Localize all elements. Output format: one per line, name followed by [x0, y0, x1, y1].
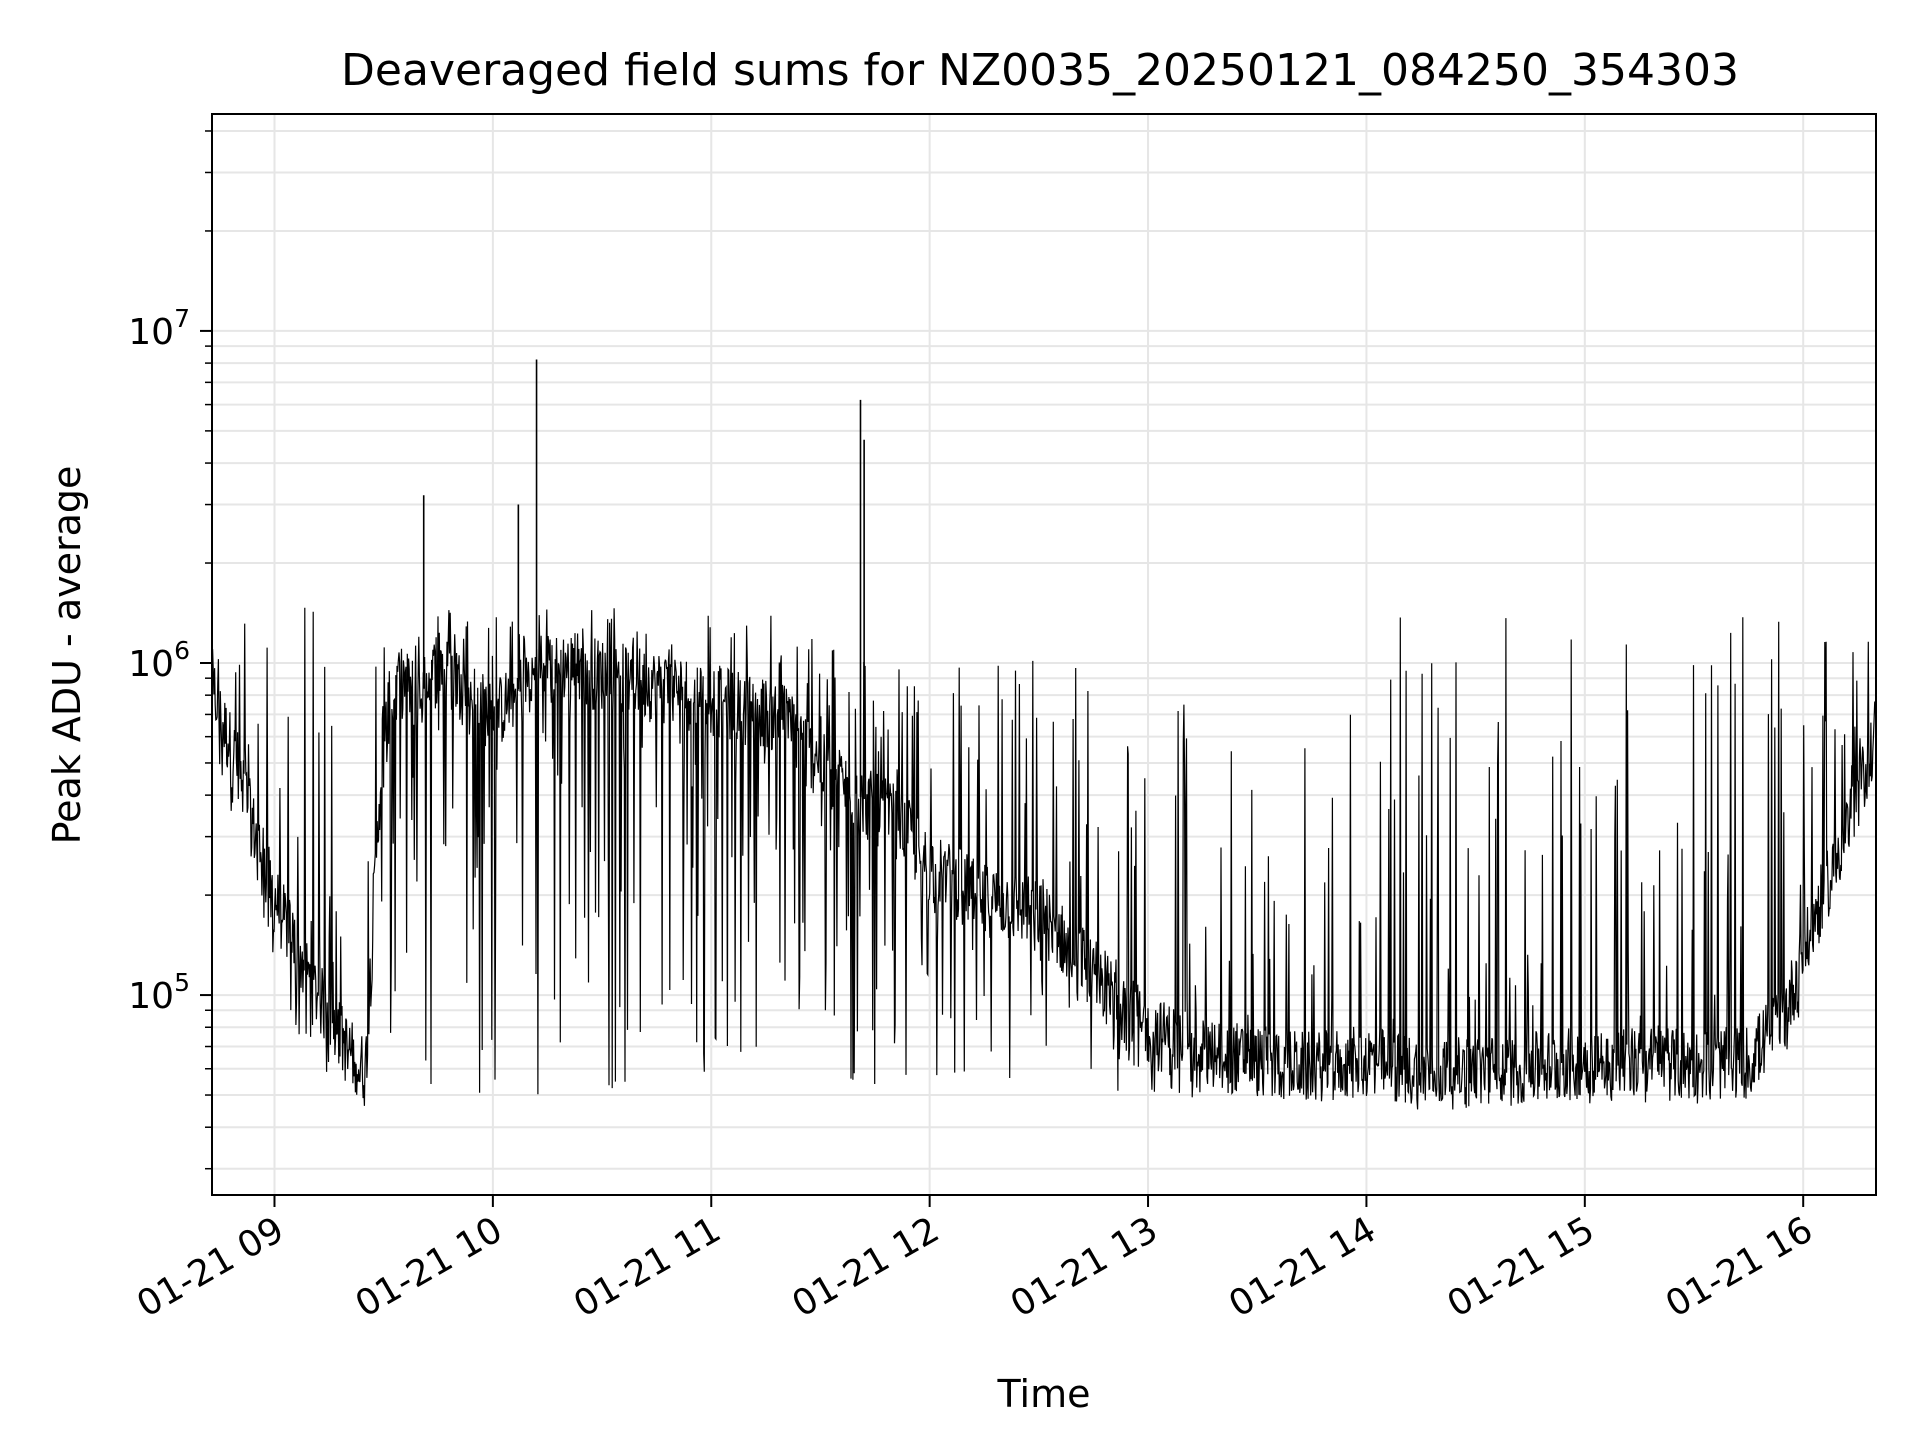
x-tick-label: 01-21 16	[1659, 1209, 1820, 1325]
x-tick-label: 01-21 10	[349, 1209, 510, 1325]
x-axis: 01-21 09 01-21 10 01-21 11 01-21 12 01-21 13…	[130, 1195, 1820, 1326]
x-tick-label: 01-21 11	[567, 1209, 728, 1325]
x-tick-label: 01-21 15	[1441, 1209, 1602, 1325]
y-tick-label: 107	[128, 304, 190, 353]
series-line	[211, 607, 1877, 1110]
x-tick-label: 01-21 13	[1004, 1209, 1165, 1325]
y-axis-label: Peak ADU - average	[45, 466, 89, 845]
x-tick-label: 01-21 09	[130, 1209, 291, 1325]
y-tick-label: 106	[128, 636, 190, 685]
y-axis: 105 106 107	[128, 130, 212, 1170]
x-tick-label: 01-21 12	[785, 1209, 946, 1325]
plot-frame	[211, 113, 1877, 1196]
chart-title: Deaveraged field sums for NZ0035_2025012…	[341, 45, 1739, 96]
series-layer	[211, 359, 1877, 1110]
x-tick-label: 01-21 14	[1222, 1209, 1383, 1325]
x-axis-label: Time	[997, 1372, 1091, 1416]
y-tick-label: 105	[128, 968, 190, 1017]
